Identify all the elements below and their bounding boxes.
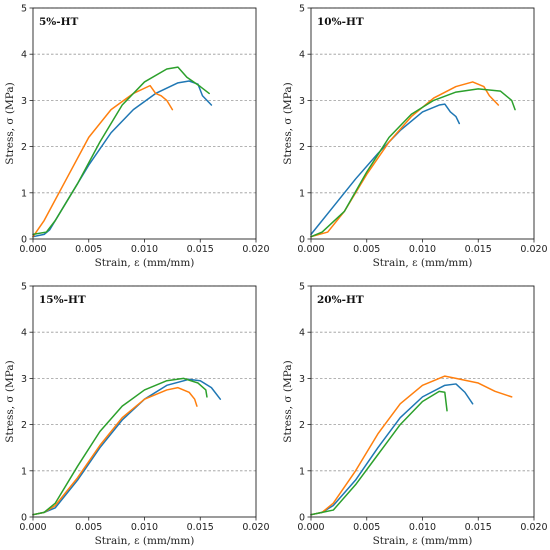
y-tick-label: 5	[299, 4, 305, 15]
y-tick-label: 4	[21, 50, 27, 61]
x-tick-label: 0.005	[75, 244, 102, 255]
x-tick-label: 0.015	[187, 522, 214, 533]
y-axis-label: Stress, σ (MPa)	[282, 82, 294, 164]
y-tick-label: 1	[299, 188, 305, 199]
series-line-3	[310, 88, 516, 238]
y-tick-label: 0	[299, 235, 305, 246]
x-axis-label: Strain, ε (mm/mm)	[95, 535, 195, 547]
x-tick-label: 0.000	[19, 522, 46, 533]
plot-frame	[310, 7, 535, 240]
x-axis-label: Strain, ε (mm/mm)	[373, 257, 473, 269]
y-tick-label: 2	[21, 420, 27, 431]
series-line-1	[32, 378, 222, 516]
series-line-1	[310, 103, 461, 236]
x-tick-label: 0.005	[75, 522, 102, 533]
panel-title: 10%-HT	[317, 16, 364, 28]
x-tick-label: 0.020	[520, 522, 547, 533]
y-tick-label: 4	[21, 328, 27, 339]
y-tick-label: 5	[21, 4, 27, 15]
y-tick-label: 0	[299, 513, 305, 524]
x-tick-label: 0.015	[187, 244, 214, 255]
series-line-3	[310, 390, 448, 516]
y-tick-label: 5	[299, 282, 305, 293]
series-line-2	[310, 375, 513, 516]
x-tick-label: 0.020	[242, 522, 269, 533]
x-tick-label: 0.000	[19, 244, 46, 255]
x-tick-label: 0.015	[465, 244, 492, 255]
x-tick-label: 0.010	[131, 522, 158, 533]
series-line-2	[32, 84, 174, 238]
y-axis-label: Stress, σ (MPa)	[4, 360, 16, 442]
x-tick-label: 0.020	[520, 244, 547, 255]
y-tick-label: 3	[299, 96, 305, 107]
panel-title: 15%-HT	[39, 294, 86, 306]
x-tick-label: 0.010	[409, 244, 436, 255]
series-line-2	[32, 386, 198, 516]
y-tick-label: 1	[21, 466, 27, 477]
y-tick-label: 0	[21, 235, 27, 246]
y-tick-label: 2	[21, 142, 27, 153]
y-tick-label: 1	[299, 466, 305, 477]
series-line-3	[32, 377, 208, 516]
y-tick-label: 4	[299, 328, 305, 339]
y-tick-label: 3	[299, 374, 305, 385]
y-tick-label: 3	[21, 96, 27, 107]
y-axis-label: Stress, σ (MPa)	[282, 360, 294, 442]
plot-frame	[32, 285, 257, 518]
y-axis-label: Stress, σ (MPa)	[4, 82, 16, 164]
chart-panel-1: 0.000 0.005 0.010 0.015 0.020 0 1 2 3 4 5 5%-HT Stra…	[4, 4, 270, 270]
chart-panel-3: 0.000 0.005 0.010 0.015 0.020 0 1 2 3 4 5 15%-HT Str…	[4, 282, 270, 548]
y-tick-label: 3	[21, 374, 27, 385]
x-tick-label: 0.010	[131, 244, 158, 255]
panel-title: 5%-HT	[39, 16, 79, 28]
series-line-2	[310, 81, 500, 238]
x-tick-label: 0.015	[465, 522, 492, 533]
x-tick-label: 0.000	[297, 244, 324, 255]
x-tick-label: 0.010	[409, 522, 436, 533]
x-axis-label: Strain, ε (mm/mm)	[95, 257, 195, 269]
x-tick-label: 0.005	[353, 244, 380, 255]
panel-title: 20%-HT	[317, 294, 364, 306]
y-tick-label: 4	[299, 50, 305, 61]
y-tick-label: 2	[299, 142, 305, 153]
series-line-3	[32, 66, 210, 236]
x-tick-label: 0.000	[297, 522, 324, 533]
x-tick-label: 0.005	[353, 522, 380, 533]
plot-frame	[32, 7, 257, 240]
x-axis-label: Strain, ε (mm/mm)	[373, 535, 473, 547]
y-tick-label: 2	[299, 420, 305, 431]
chart-panel-2: 0.000 0.005 0.010 0.015 0.020 0 1 2 3 4 5 10%-HT Str…	[282, 4, 548, 270]
series-line-1	[310, 383, 474, 516]
x-tick-label: 0.020	[242, 244, 269, 255]
chart-panel-4: 0.000 0.005 0.010 0.015 0.020 0 1 2 3 4 5 20%-HT Str…	[282, 282, 548, 548]
y-tick-label: 1	[21, 188, 27, 199]
y-tick-label: 0	[21, 513, 27, 524]
y-tick-label: 5	[21, 282, 27, 293]
